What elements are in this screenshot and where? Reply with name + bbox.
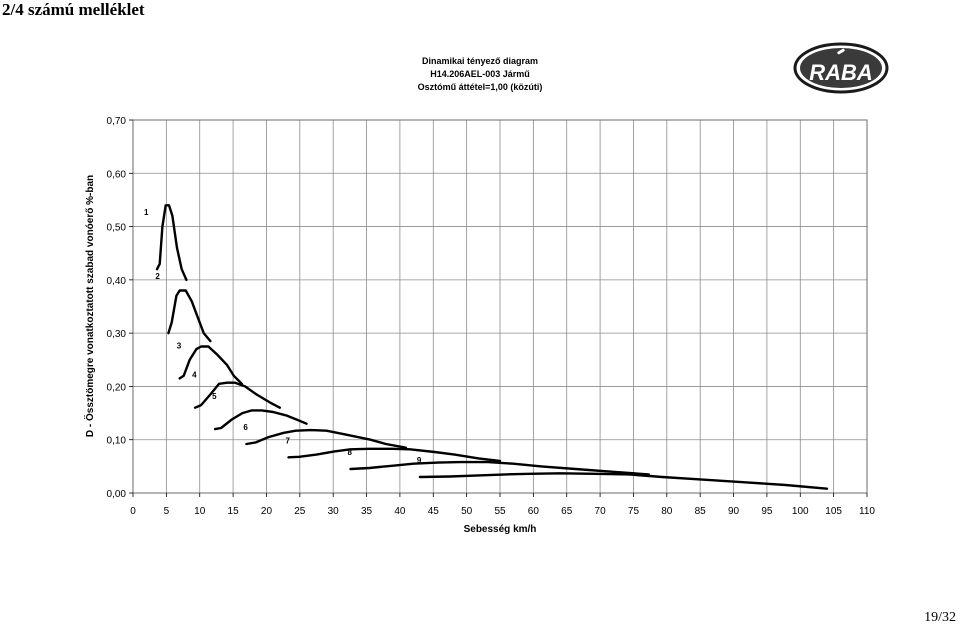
x-tick-label: 80 [661,506,673,517]
series-line-8 [349,460,650,476]
curve-label-8: 8 [348,448,353,457]
x-tick-label: 95 [761,506,773,517]
logo-text: RABA [809,60,873,85]
x-tick-label: 55 [494,506,506,517]
x-tick-label: 75 [628,506,640,517]
chart-title-line-3: Osztómű áttétel=1,00 (közúti) [417,82,543,92]
curve-label-9: 9 [417,456,422,465]
y-tick-label: 0,00 [107,489,127,500]
series-line-4 [193,381,281,409]
series-line-9 [418,472,829,490]
curve-label-3: 3 [177,341,182,350]
y-tick-label: 0,10 [107,436,127,447]
x-tick-label: 20 [261,506,273,517]
x-axis-label: Sebesség km/h [464,524,537,535]
chart-curve-labels: 1 2 3 4 5 6 7 8 9 [144,208,422,465]
x-tick-label: 85 [695,506,707,517]
y-axis-label: D - Össztömegre vonatkoztatott szabad vo… [83,175,96,437]
chart-title-line-2: H14.206AEL-003 Jármű [430,69,530,79]
y-tick-label: 0,70 [107,116,127,127]
x-tick-label: 110 [859,506,875,517]
chart-series [155,204,829,490]
raba-logo: RABA [793,42,889,94]
chart-ticks: 0 5 10 15 20 25 30 35 40 45 50 55 60 65 70 75 80 85 90 95 10… [107,116,876,517]
y-tick-label: 0,60 [107,169,127,180]
x-tick-label: 40 [394,506,406,517]
x-tick-label: 10 [194,506,206,517]
x-tick-label: 15 [228,506,240,517]
page-number: 19/32 [924,610,956,625]
y-tick-label: 0,40 [107,276,127,287]
series-line-7 [287,447,502,463]
series-line-6 [245,428,408,449]
curve-label-7: 7 [286,436,291,445]
x-tick-label: 5 [164,506,170,517]
x-tick-label: 35 [361,506,373,517]
series-line-2 [167,289,212,343]
x-tick-label: 25 [294,506,306,517]
x-tick-label: 100 [792,506,809,517]
x-tick-label: 65 [561,506,573,517]
x-tick-label: 0 [130,506,136,517]
series-line-5 [213,409,308,431]
y-tick-label: 0,30 [107,329,127,340]
series-line-1 [155,204,188,282]
curve-label-5: 5 [212,392,217,401]
x-tick-label: 50 [461,506,473,517]
y-tick-label: 0,20 [107,382,127,393]
x-tick-label: 45 [428,506,440,517]
chart-grid [132,119,868,494]
chart-title-line-1: Dinamikai tényező diagram [421,56,539,66]
x-tick-label: 30 [328,506,340,517]
x-tick-label: 90 [728,506,740,517]
x-tick-label: 60 [528,506,540,517]
x-tick-label: 105 [825,506,842,517]
y-tick-label: 0,50 [107,223,127,234]
chart-title: Dinamikai tényező diagram H14.206AEL-003… [370,55,590,94]
x-tick-label: 70 [595,506,607,517]
curve-label-6: 6 [243,423,248,432]
curve-label-1: 1 [144,208,149,217]
page-header: 2/4 számú melléklet [2,0,145,19]
series-line-3 [178,345,243,385]
curve-label-2: 2 [155,272,160,281]
curve-label-4: 4 [192,371,197,380]
